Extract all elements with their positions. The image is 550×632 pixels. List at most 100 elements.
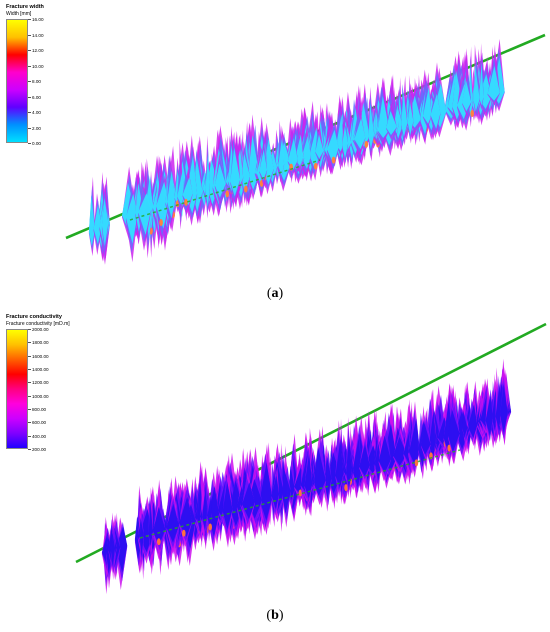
- fracture-fin: [313, 446, 326, 496]
- fracture-hotspot: [208, 523, 212, 531]
- fracture-hotspot: [313, 162, 318, 170]
- fracture-fin: [278, 135, 285, 176]
- legend-tick-label: 0.00: [28, 141, 41, 146]
- legend-title: Fracture width: [6, 4, 44, 10]
- fracture-fin: [214, 163, 226, 198]
- legend-tick-label: 1800.00: [28, 340, 49, 346]
- fracture-fin: [326, 129, 339, 165]
- fracture-fin: [359, 444, 370, 477]
- legend-tick-label: 10.00: [28, 63, 44, 69]
- wellbore-trace: [139, 449, 461, 539]
- legend-tick-label: 14.00: [28, 32, 44, 38]
- fracture-fin: [182, 177, 193, 206]
- fracture-fin: [336, 114, 344, 152]
- fracture-fin: [462, 80, 472, 112]
- fracture-fin: [386, 111, 397, 135]
- fracture-hotspot: [159, 219, 163, 226]
- legend-tick-label: 16.00: [28, 17, 44, 22]
- legend-tick-label: 1400.00: [28, 367, 49, 372]
- fracture-fin: [115, 526, 128, 573]
- fracture-fin: [467, 404, 478, 438]
- fracture-fin: [287, 138, 298, 170]
- legend-subtitle: Fracture conductivity [mD.m]: [6, 321, 70, 327]
- caption-b: (b): [266, 608, 284, 623]
- fracture-fin: [448, 409, 460, 453]
- fracture-fin: [110, 530, 116, 568]
- fracture-fin: [346, 436, 352, 488]
- fracture-fin: [422, 87, 432, 124]
- fracture-fin: [378, 435, 391, 473]
- fracture-fin: [479, 62, 484, 106]
- fracture-hotspot: [364, 140, 369, 148]
- legend-tick-label: 1600.00: [28, 353, 49, 359]
- legend-tick-label: 1000.00: [28, 393, 49, 399]
- fracture-fin: [487, 65, 500, 101]
- fracture-fin: [101, 198, 109, 246]
- fracture-fin: [354, 118, 366, 150]
- legend-tick-label: 8.00: [28, 79, 41, 84]
- legend-tick-label: 800.00: [27, 407, 47, 412]
- fracture-hotspot: [157, 538, 161, 546]
- fracture-width-plot: [65, 33, 546, 265]
- fracture-fin: [430, 93, 441, 129]
- fracture-fin: [462, 410, 468, 439]
- fracture-fin: [177, 170, 184, 205]
- legend-tick-label: 12.00: [28, 48, 44, 53]
- fracture-fin: [315, 134, 324, 159]
- fracture-fin: [138, 193, 152, 235]
- legend-colorbar: [6, 329, 28, 449]
- fracture-hotspot: [470, 110, 475, 117]
- fracture-fin: [222, 481, 233, 530]
- legend-tick-label: 4.00: [28, 110, 41, 115]
- fracture-fin: [393, 436, 407, 466]
- fracture-hotspot: [182, 529, 186, 537]
- legend-tick-label: 2.00: [28, 125, 41, 131]
- legend-title: Fracture conductivity: [6, 314, 62, 320]
- fracture-hotspot: [244, 185, 248, 193]
- legend-tick-label: 200.00: [27, 447, 47, 452]
- figure-panel-b: Fracture conductivity Fracture conductiv…: [0, 310, 550, 632]
- fracture-fin: [421, 422, 431, 455]
- legend-subtitle: Width [mm]: [6, 11, 32, 17]
- fracture-hotspot: [225, 190, 230, 198]
- fracture-fin: [368, 103, 375, 149]
- fracture-fin: [153, 506, 166, 546]
- fracture-fin: [495, 383, 501, 431]
- fracture-width-legend: Fracture width Width [mm] 16.00 14.00 12.0…: [6, 4, 66, 149]
- legend-tick-label: 2000.00: [28, 327, 49, 332]
- fracture-fin: [205, 153, 210, 207]
- legend-colorbar: [6, 19, 28, 143]
- legend-tick-label: 600.00: [27, 420, 47, 426]
- fracture-fin: [301, 136, 311, 169]
- fracture-fin: [207, 495, 212, 532]
- fracture-fin: [473, 63, 480, 112]
- fracture-hotspot: [344, 484, 348, 492]
- fracture-fin: [230, 147, 241, 197]
- fracture-fin: [93, 204, 102, 245]
- fracture-fin: [500, 384, 508, 433]
- fracture-hotspot: [331, 156, 336, 164]
- figure-panel-a: Fracture width Width [mm] 16.00 14.00 12.0…: [0, 0, 550, 310]
- fracture-fin: [401, 92, 408, 137]
- fracture-fin: [156, 181, 169, 229]
- fracture-fin: [407, 102, 414, 135]
- fracture-fin: [324, 455, 332, 499]
- fracture-fin: [166, 503, 179, 543]
- fracture-conductivity-plot: [75, 322, 547, 595]
- fracture-fin: [282, 470, 291, 514]
- fracture-fin: [242, 482, 255, 520]
- fracture-hotspot: [414, 459, 419, 467]
- fracture-fin: [335, 439, 344, 489]
- caption-a: (a): [266, 286, 284, 301]
- fracture-fin: [429, 407, 436, 461]
- fracture-hotspot: [184, 198, 188, 206]
- fracture-fin: [241, 153, 250, 194]
- fracture-fin: [352, 438, 362, 488]
- fracture-fin: [259, 462, 273, 521]
- fracture-fin: [485, 395, 493, 436]
- fracture-fin: [455, 411, 470, 450]
- fracture-fin: [167, 170, 176, 219]
- legend-tick-label: 6.00: [28, 94, 41, 100]
- fracture-fin: [342, 126, 349, 159]
- legend-tick-label: 400.00: [27, 433, 47, 439]
